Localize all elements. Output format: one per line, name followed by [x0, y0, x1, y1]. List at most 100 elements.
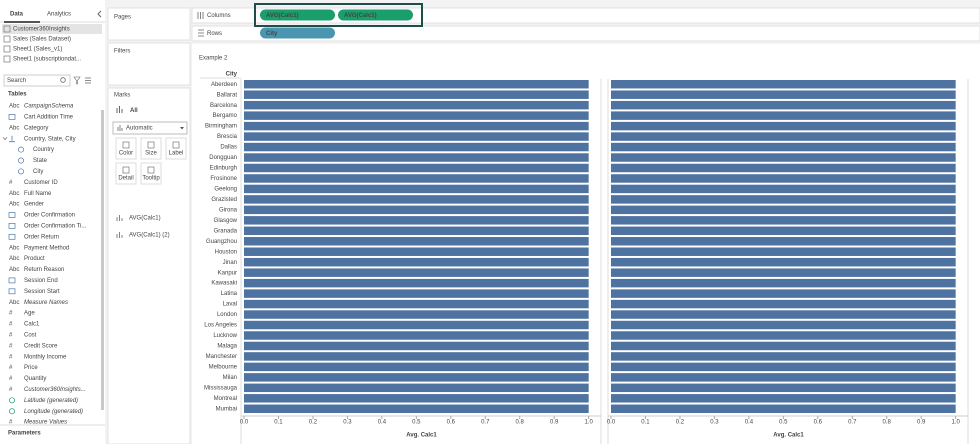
field[interactable]: Product	[24, 256, 45, 262]
marks-measure[interactable]: AVG(Calc1)	[129, 216, 161, 222]
mark-button-label: Label	[169, 151, 184, 157]
bar	[611, 404, 956, 413]
field[interactable]: Session Start	[24, 289, 60, 295]
column-pill[interactable]	[260, 9, 335, 21]
field[interactable]: City	[33, 169, 43, 175]
row-pill[interactable]	[260, 27, 335, 39]
field[interactable]: Country, State, City	[24, 136, 76, 142]
field[interactable]: Customer360Insights...	[24, 387, 86, 393]
bar	[244, 184, 589, 194]
row-label: Granada	[214, 228, 238, 234]
row-label: Brescia	[217, 134, 238, 140]
field[interactable]: Age	[24, 311, 35, 317]
mark-button-icon	[122, 141, 130, 149]
bar	[611, 310, 956, 319]
column-pill-label: AVG(Calc1)	[344, 13, 377, 19]
date-icon	[8, 114, 16, 120]
field[interactable]: Country	[33, 147, 54, 153]
field[interactable]: Cart Addition Time	[24, 114, 74, 120]
bar	[244, 247, 589, 256]
column-pill[interactable]	[338, 9, 413, 21]
x-axis-title: Avg. Calc1	[773, 433, 804, 439]
collapse-icon[interactable]	[97, 10, 102, 18]
field[interactable]: Credit Score	[24, 343, 58, 349]
list-icon[interactable]	[85, 77, 91, 84]
filter-icon[interactable]	[73, 76, 81, 85]
bar	[611, 111, 956, 120]
bar	[611, 278, 956, 288]
field[interactable]: Return Reason	[24, 267, 64, 273]
date-icon	[8, 212, 16, 218]
mark-type-dropdown[interactable]	[112, 121, 188, 135]
marks-measure[interactable]: AVG(Calc1) (2)	[129, 233, 170, 239]
geo-icon	[18, 157, 24, 164]
bar	[244, 121, 589, 131]
field[interactable]: Order Confirmation	[24, 213, 75, 219]
dropdown-arrow	[180, 127, 184, 130]
field[interactable]: Full Name	[24, 191, 52, 197]
pages-title: Pages	[114, 15, 131, 21]
data-tab[interactable]: Data	[10, 12, 24, 18]
measure-icon	[116, 232, 123, 238]
bar	[244, 352, 589, 361]
bar	[244, 341, 589, 351]
row-label: Dongguan	[209, 155, 237, 161]
row-label: Dallas	[220, 145, 237, 151]
field[interactable]: Latitude (generated)	[24, 398, 78, 404]
scrollbar[interactable]	[101, 110, 104, 410]
mark-button-label: Tooltip	[142, 176, 160, 182]
analytics-tab[interactable]: Analytics	[47, 12, 71, 18]
rows-shelf[interactable]	[191, 25, 980, 42]
pages-card	[107, 7, 191, 41]
expand-icon[interactable]	[2, 136, 8, 141]
bar	[611, 247, 956, 256]
field[interactable]: Order Confirmation Ti...	[24, 223, 87, 229]
row-label: London	[217, 312, 237, 318]
field[interactable]: Customer ID	[24, 180, 58, 186]
data-source[interactable]: Customer360Insights	[13, 27, 70, 33]
field[interactable]: Measure Values	[24, 420, 67, 426]
mark-button[interactable]	[115, 162, 137, 185]
hierarchy-icon	[9, 135, 15, 143]
bar	[611, 299, 956, 309]
bar	[611, 352, 956, 361]
row-label: Laval	[223, 302, 237, 308]
field-icon: #	[9, 332, 13, 338]
field[interactable]: Payment Method	[24, 245, 69, 251]
field[interactable]: Cost	[24, 332, 37, 338]
row-label: Milan	[223, 375, 237, 381]
data-source[interactable]: Sheet1 (Sales_v1)	[13, 47, 62, 53]
bar	[244, 195, 589, 204]
field[interactable]: CampaignSchema	[24, 104, 74, 110]
columns-label: Columns	[207, 13, 231, 19]
date-icon	[8, 277, 16, 284]
x-tick-label: 0.8	[883, 420, 892, 426]
field[interactable]: Gender	[24, 202, 44, 208]
field[interactable]: Longitude (generated)	[24, 409, 83, 415]
x-tick-label: 0.5	[779, 420, 788, 426]
field[interactable]: Quantity	[24, 376, 46, 382]
bar	[611, 121, 956, 131]
mark-button[interactable]	[115, 137, 137, 160]
field[interactable]: State	[33, 158, 48, 164]
bar	[244, 111, 589, 120]
mark-button[interactable]	[140, 162, 162, 185]
search-box[interactable]	[3, 74, 71, 87]
field[interactable]: Calc1	[24, 322, 40, 328]
field[interactable]: Monthly Income	[24, 354, 67, 360]
bar	[244, 257, 589, 267]
x-tick-label: 0.9	[550, 420, 559, 426]
selected-source[interactable]	[2, 24, 102, 34]
row-label: Geelong	[214, 187, 237, 193]
data-source[interactable]: Sales (Sales Dataset)	[13, 37, 71, 43]
field[interactable]: Category	[24, 125, 48, 131]
data-source[interactable]: Sheet1 (subscriptiondat...	[13, 57, 81, 63]
field[interactable]: Order Return	[24, 234, 59, 240]
field[interactable]: Measure Names	[24, 300, 68, 306]
x-tick-label: 0.3	[710, 420, 719, 426]
field[interactable]: Session End	[24, 278, 58, 284]
mark-button[interactable]	[165, 137, 187, 160]
mark-button[interactable]	[140, 137, 162, 160]
field[interactable]: Price	[24, 365, 38, 371]
field-icon: #	[9, 365, 13, 371]
